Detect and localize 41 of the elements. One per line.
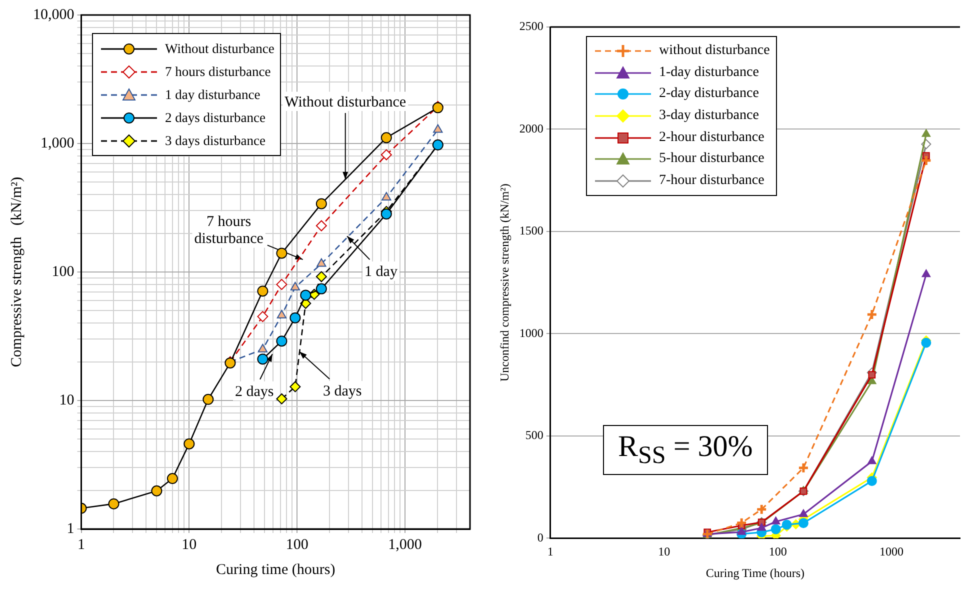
y-tick-label: 1 (66, 520, 74, 537)
legend-label: 7 hours disturbance (165, 64, 271, 80)
legend-label: 1 day disturbance (165, 86, 260, 102)
legend-label: 3-day disturbance (659, 108, 759, 124)
y-tick-label: 500 (525, 428, 544, 442)
x-tick-label: 100 (286, 536, 308, 553)
annotation: 1 day (364, 264, 398, 280)
legend-label: 1-day disturbance (659, 64, 759, 81)
x-tick-label: 1 (547, 544, 554, 559)
legend-label: 2-day disturbance (659, 86, 759, 102)
annotation: 2 days (234, 384, 274, 400)
y-tick-label: 1500 (519, 224, 544, 238)
legend-label: Without disturbance (165, 40, 274, 56)
y-tick-label: 0 (537, 530, 544, 544)
legend-label: 5-hour disturbance (659, 151, 764, 168)
y-tick-label: 10,000 (33, 6, 74, 23)
y-tick-label: 1000 (519, 326, 544, 340)
x-tick-label: 1 (78, 536, 85, 553)
y-tick-label: 2000 (519, 121, 544, 136)
x-tick-label: 10 (182, 536, 197, 553)
y-axis-title: Unconfind compressive strength (kN/m²) (497, 184, 512, 382)
legend-label: without disturbance (659, 42, 770, 59)
y-tick-label: 1,000 (40, 135, 74, 152)
legend-label: 2 days disturbance (165, 110, 266, 126)
x-tick-label: 100 (768, 544, 787, 559)
legend-label: 2-hour disturbance (659, 130, 764, 146)
annotation: R$_{SS}$ = 30% (603, 425, 768, 475)
annotation: Without disturbance (284, 94, 406, 110)
x-tick-label: 1,000 (388, 536, 422, 553)
x-tick-label: 10 (658, 544, 670, 559)
annotation: 3 days (323, 384, 362, 400)
x-tick-label: 1000 (880, 544, 904, 559)
y-axis-title: Compressive strength (kN/m²) (8, 176, 25, 368)
x-axis-title: Curing Time (hours) (706, 566, 805, 580)
x-axis-title: Curing time (hours) (216, 562, 336, 578)
y-tick-label: 10 (59, 392, 74, 408)
y-tick-label: 2500 (519, 19, 544, 34)
y-tick-label: 100 (52, 264, 74, 280)
legend-label: 7-hour disturbance (659, 172, 764, 189)
legend-label: 3 days disturbance (165, 132, 266, 148)
annotation: 7 hours disturbance (194, 214, 264, 248)
